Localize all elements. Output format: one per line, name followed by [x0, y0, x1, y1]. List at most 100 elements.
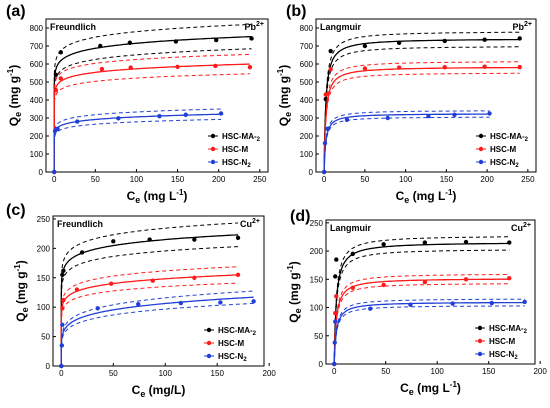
confidence-lower-0	[60, 246, 239, 366]
legend-label: HSC-N2	[490, 158, 519, 169]
data-point	[362, 43, 368, 49]
data-point	[235, 272, 241, 278]
legend-marker	[478, 159, 484, 165]
confidence-upper-1	[60, 266, 239, 366]
fit-line-2	[53, 113, 222, 172]
y-tick-label: 0	[309, 168, 314, 177]
data-point	[214, 37, 219, 43]
data-point	[332, 361, 337, 367]
plot-frame	[315, 18, 537, 173]
x-tick-label: 0	[59, 369, 64, 378]
data-point	[422, 279, 428, 285]
data-point	[332, 340, 337, 345]
y-tick-label: 100	[37, 303, 51, 312]
y-tick-label: 400	[30, 96, 44, 105]
data-point	[450, 301, 455, 306]
data-point	[52, 169, 57, 175]
panel-letter: (b)	[286, 3, 306, 20]
data-point	[75, 119, 80, 124]
data-point	[344, 117, 350, 123]
legend-label: HSC-M	[222, 145, 249, 154]
confidence-upper-0	[323, 31, 520, 173]
data-point	[333, 319, 338, 324]
model-label: Freundlich	[50, 22, 96, 32]
confidence-lower-2	[333, 305, 525, 364]
y-tick-label: 700	[30, 42, 44, 51]
data-point	[111, 239, 116, 244]
x-tick-label: 100	[399, 175, 413, 184]
panel-a: (a) Freundlich Pb2+ 0 50 100 150 200 250 0 100 200 3…	[6, 3, 269, 205]
data-point	[463, 239, 469, 245]
data-point	[325, 126, 330, 131]
data-point	[59, 343, 65, 348]
legend-label: HSC-M	[490, 145, 517, 154]
fit-line-1	[60, 274, 239, 366]
data-point	[362, 66, 368, 71]
data-point	[381, 242, 386, 247]
x-tick-label: 250	[521, 175, 535, 184]
y-tick-label: 200	[37, 244, 51, 253]
data-point	[334, 294, 339, 299]
legend-marker	[206, 327, 212, 333]
data-point	[178, 300, 184, 306]
x-axis-label: Ce (mg/L)	[132, 383, 186, 399]
data-point	[517, 36, 522, 41]
data-point	[150, 278, 155, 283]
fit-line-2	[333, 301, 525, 364]
y-tick-label: 200	[310, 247, 324, 256]
y-tick-label: 50	[314, 332, 323, 341]
y-tick-label: 400	[300, 96, 314, 105]
x-tick-label: 150	[440, 175, 454, 184]
x-tick-label: 50	[91, 175, 100, 184]
data-point	[53, 72, 59, 78]
confidence-lower-0	[333, 249, 510, 364]
data-point	[334, 257, 339, 262]
data-point	[60, 272, 65, 278]
legend-marker	[478, 146, 484, 152]
confidence-upper-0	[333, 236, 510, 364]
y-tick-label: 600	[300, 60, 314, 69]
y-axis-label: Qe (mg g-1)	[6, 65, 23, 126]
data-point	[507, 275, 512, 281]
y-tick-label: 200	[300, 132, 314, 141]
confidence-lower-2	[323, 116, 490, 173]
fit-line-1	[53, 63, 250, 172]
data-point	[175, 64, 180, 70]
legend-marker	[210, 159, 216, 165]
data-point	[218, 300, 223, 305]
data-point	[350, 285, 355, 290]
model-label: Freundlich	[57, 219, 103, 229]
fit-line-0	[333, 242, 510, 364]
confidence-upper-0	[60, 222, 239, 366]
confidence-lower-1	[333, 283, 510, 364]
y-tick-label: 0	[46, 362, 51, 371]
confidence-upper-1	[333, 274, 510, 364]
fit-line-2	[60, 296, 254, 366]
confidence-upper-0	[53, 23, 252, 172]
model-label: Langmuir	[320, 22, 361, 32]
data-point	[136, 302, 141, 307]
data-point	[517, 64, 522, 70]
y-tick-label: 100	[30, 150, 44, 159]
data-point	[381, 282, 386, 288]
x-tick-label: 0	[52, 175, 57, 184]
fit-line-0	[323, 38, 520, 173]
data-point	[109, 281, 114, 286]
y-tick-label: 300	[30, 114, 44, 123]
legend-marker	[206, 353, 212, 359]
y-tick-label: 0	[319, 360, 324, 369]
panel-d: (d) Langmuir Cu2+ 0 50 100 150 200 0 50 100 150 200 2…	[286, 208, 547, 397]
confidence-lower-0	[323, 46, 520, 173]
confidence-lower-2	[60, 302, 254, 366]
y-tick-label: 800	[30, 24, 44, 33]
data-point	[442, 65, 447, 70]
y-tick-label: 500	[300, 78, 314, 87]
data-point	[487, 111, 492, 116]
confidence-upper-2	[333, 298, 525, 364]
data-point	[247, 65, 253, 70]
data-point	[321, 169, 327, 175]
data-point	[368, 306, 373, 311]
x-tick-label: 100	[431, 367, 445, 376]
legend-label: HSC-MA-2	[489, 324, 528, 335]
